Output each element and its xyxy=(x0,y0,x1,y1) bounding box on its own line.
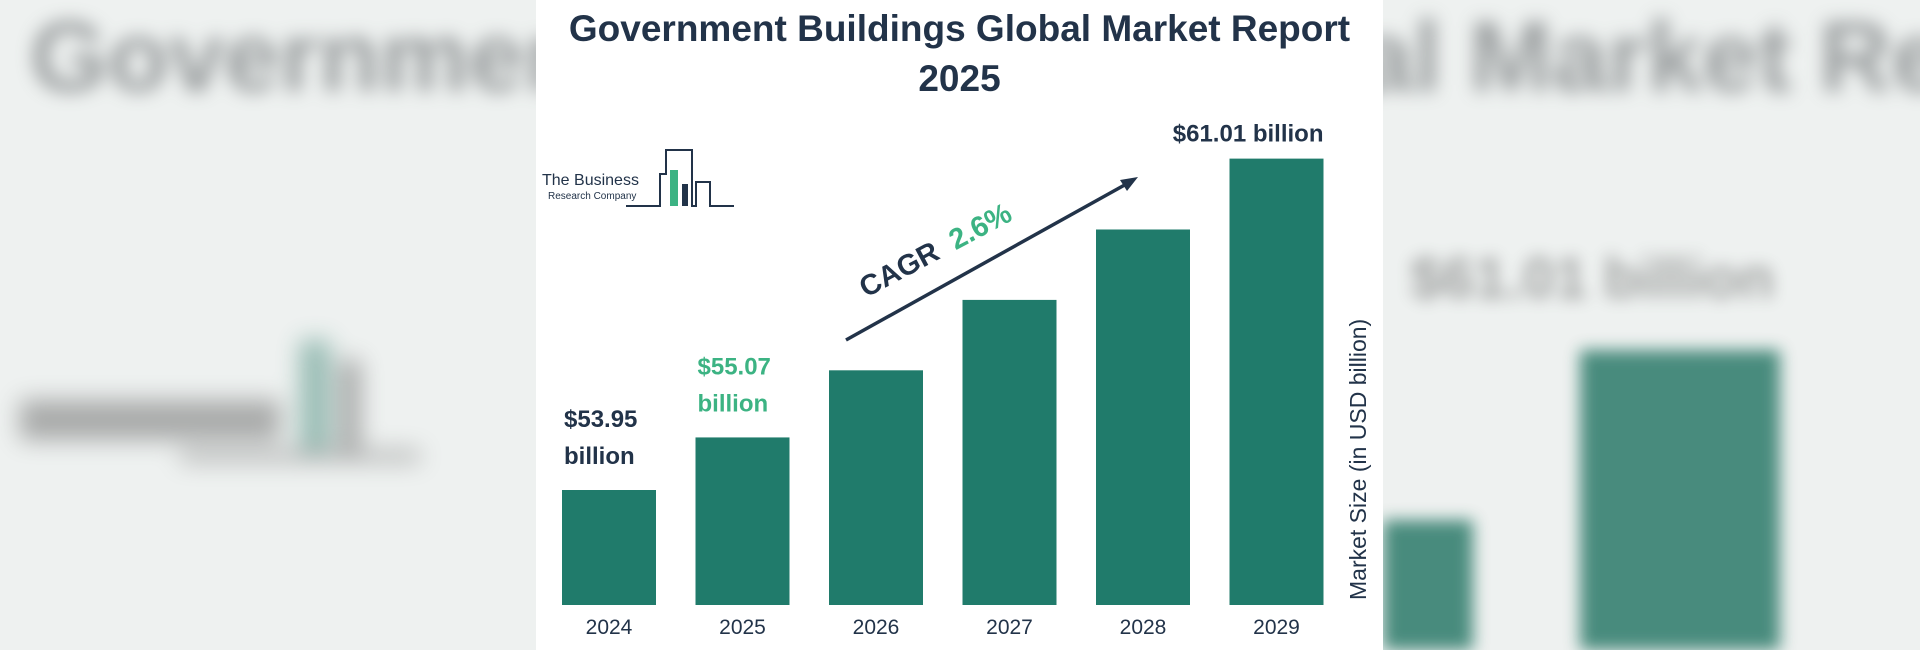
value-label-2024-line2: billion xyxy=(564,443,635,470)
x-tick-2028: 2028 xyxy=(1120,616,1167,639)
backdrop-bar-left xyxy=(1383,520,1473,650)
bar-2029 xyxy=(1229,158,1324,605)
x-tick-labels: 2024 2025 2026 2027 2028 2029 xyxy=(586,616,1300,639)
logo-building-icon xyxy=(626,149,734,207)
cagr-value: 2.6% xyxy=(944,197,1018,256)
backdrop-value-blur: $61.01 billion xyxy=(1410,245,1774,312)
company-logo: The Business Research Company xyxy=(542,148,752,210)
logo-text-line1: The Business xyxy=(542,172,639,189)
cagr-arrow-line xyxy=(845,180,1131,342)
cagr-arrow-head xyxy=(1120,177,1138,191)
x-tick-2025: 2025 xyxy=(719,616,766,639)
x-tick-2026: 2026 xyxy=(853,616,900,639)
value-label-2025-line2: billion xyxy=(698,390,769,417)
bar-2028 xyxy=(1096,229,1190,605)
value-label-2024-line1: $53.95 xyxy=(564,406,637,433)
report-card: Government Buildings Global Market Repor… xyxy=(536,0,1383,650)
bar-2024 xyxy=(562,490,656,605)
chart-title: Government Buildings Global Market Repor… xyxy=(536,4,1383,104)
x-tick-2024: 2024 xyxy=(586,616,633,639)
bar-2026 xyxy=(829,370,923,605)
backdrop-value-text: $61.01 billion xyxy=(1410,246,1775,311)
x-tick-2027: 2027 xyxy=(986,616,1033,639)
backdrop-bar-right xyxy=(1580,350,1780,650)
chart-title-line2: 2025 xyxy=(918,58,1001,99)
bar-chart: 2024 2025 2026 2027 2028 2029 $53.95billion$5… xyxy=(562,121,1371,639)
chart-title-line1: Government Buildings Global Market Repor… xyxy=(568,8,1351,49)
backdrop-logo-blur xyxy=(20,340,420,462)
bar-2025 xyxy=(695,437,790,605)
value-labels: $53.95 billion $55.07 billion $61.01 billion xyxy=(564,121,1324,470)
value-label-2029-line1: $61.01 billion xyxy=(1173,121,1324,148)
value-label-2025-line1: $55.07 xyxy=(698,353,771,380)
logo-text-line2: Research Company xyxy=(548,191,637,202)
bars-group xyxy=(562,158,1324,605)
bar-2027 xyxy=(962,299,1057,605)
x-tick-2029: 2029 xyxy=(1253,616,1300,639)
y-axis-title: Market Size (in USD billion) xyxy=(1345,319,1371,600)
